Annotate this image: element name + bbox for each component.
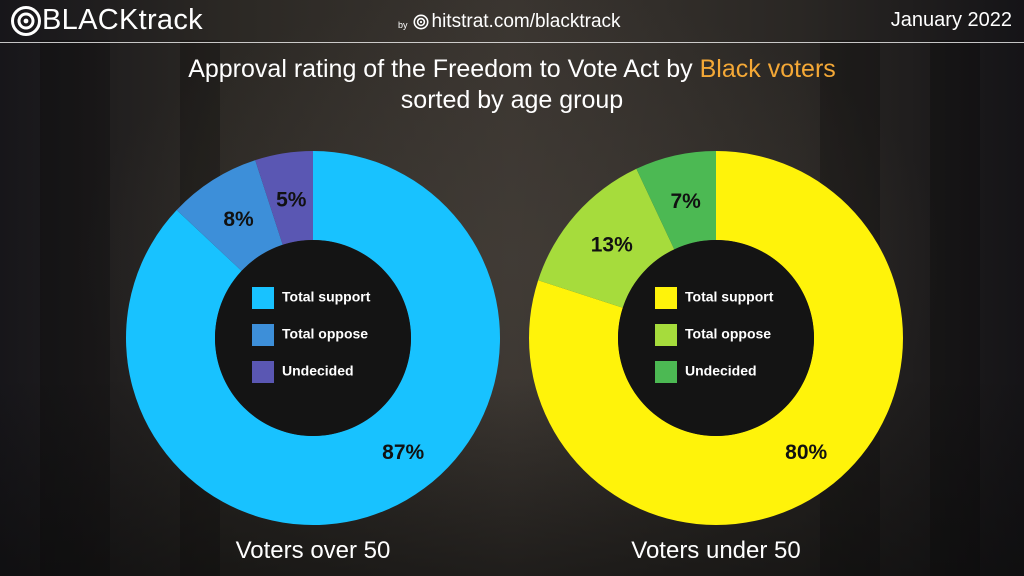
- data-label-undecided: 7%: [670, 190, 701, 213]
- legend-label-total-support: Total support: [282, 289, 371, 305]
- by-label: by: [398, 19, 408, 30]
- legend-label-undecided: Undecided: [282, 363, 354, 379]
- byline: by hitstrat.com/blacktrack: [398, 11, 621, 33]
- data-label-total-oppose: 13%: [591, 234, 633, 257]
- legend-swatch-total-oppose: [252, 324, 274, 346]
- legend-swatch-undecided: [252, 361, 274, 383]
- title-line-1: Approval rating of the Freedom to Vote A…: [0, 54, 1024, 84]
- legend-swatch-total-support: [252, 287, 274, 309]
- slice-undecided: [255, 151, 313, 245]
- legend-swatch-undecided: [655, 361, 677, 383]
- legend: Total support Total oppose Undecided: [252, 287, 371, 383]
- title-line-2: sorted by age group: [400, 86, 624, 114]
- legend-label-total-support: Total support: [685, 289, 774, 305]
- data-label-total-oppose: 8%: [223, 208, 254, 231]
- chart-caption: Voters over 50: [236, 537, 391, 564]
- donut-chart-voters-over-50: 87% 8% 5% Total support Total oppose Undecide…: [125, 151, 500, 564]
- site-target-icon: [413, 14, 429, 30]
- data-label-undecided: 5%: [276, 188, 307, 211]
- slice-total-oppose: [176, 160, 283, 271]
- legend-label-total-oppose: Total oppose: [282, 326, 368, 342]
- title-accent: Black voters: [699, 55, 836, 83]
- legend-swatch-total-oppose: [655, 324, 677, 346]
- slice-total-support: [529, 151, 903, 526]
- header-bar: BLACKtrack by hitstrat.com/blacktrack Ja…: [0, 0, 1024, 43]
- target-logo-icon: [11, 5, 41, 36]
- site-link[interactable]: hitstrat.com/blacktrack: [431, 11, 621, 32]
- donut-chart-voters-under-50: 80% 13% 7% Total support Total oppose Undecid…: [529, 151, 903, 564]
- brand-name: BLACKtrack: [42, 4, 203, 36]
- chart-title: Approval rating of the Freedom to Vote A…: [0, 54, 1024, 116]
- brand: BLACKtrack: [10, 4, 203, 37]
- slice-total-support: [125, 151, 500, 525]
- data-label-total-support: 87%: [382, 441, 424, 464]
- legend: Total support Total oppose Undecided: [655, 287, 774, 383]
- legend-label-undecided: Undecided: [685, 363, 757, 379]
- slice-total-oppose: [538, 168, 675, 308]
- slice-undecided: [636, 151, 716, 250]
- legend-label-total-oppose: Total oppose: [685, 326, 771, 342]
- title-prefix: Approval rating of the Freedom to Vote A…: [188, 55, 700, 83]
- legend-swatch-total-support: [655, 287, 677, 309]
- data-label-total-support: 80%: [785, 441, 827, 464]
- chart-caption: Voters under 50: [631, 537, 800, 564]
- report-date: January 2022: [890, 9, 1012, 31]
